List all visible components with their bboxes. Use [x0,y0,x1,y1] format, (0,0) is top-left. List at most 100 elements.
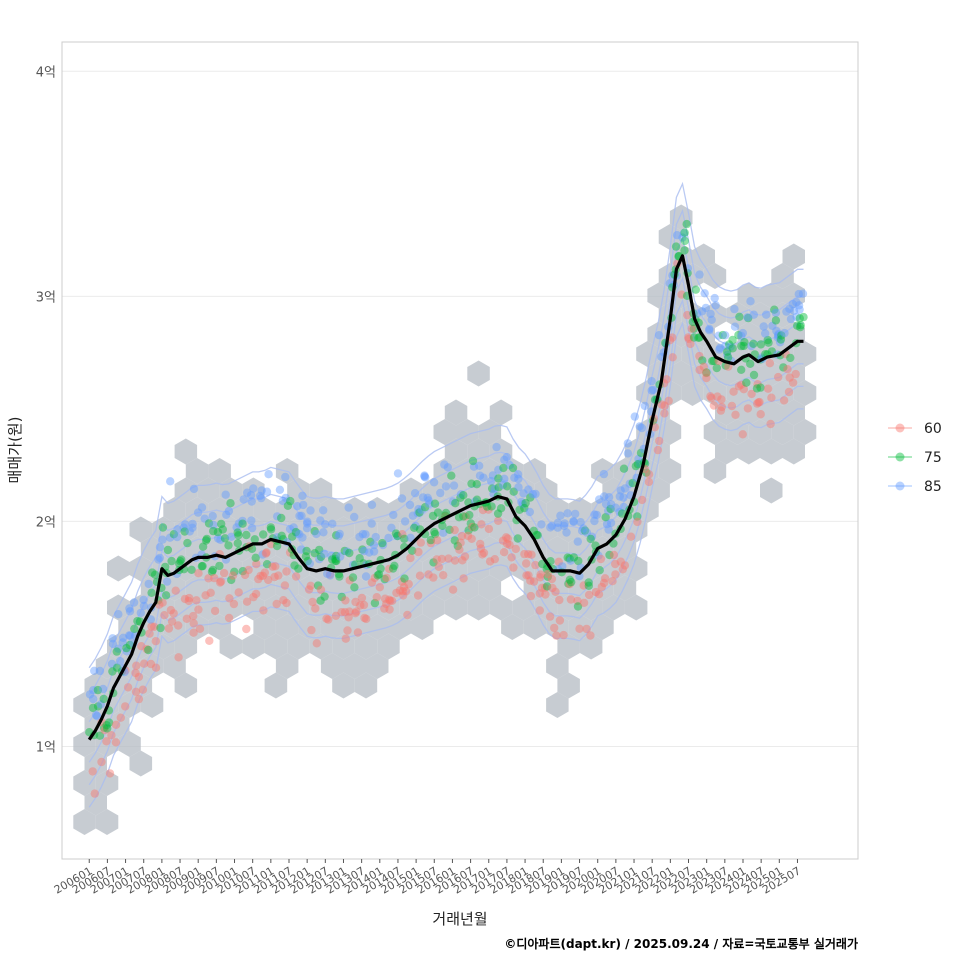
scatter-point [125,640,135,650]
scatter-point [619,464,629,473]
scatter-point [723,353,733,362]
hexbin-cell [782,399,805,426]
scatter-point [633,460,643,469]
scatter-point [131,668,140,678]
scatter-point [306,506,315,515]
scatter-point [147,622,156,631]
scatter-point [271,562,280,571]
scatter-point [528,490,538,499]
y-tick-label: 1억 [36,740,56,755]
scatter-point [628,478,637,488]
scatter-point [633,512,642,521]
scatter-point [582,528,592,537]
scatter-point [600,492,609,501]
scatter-point [723,347,732,356]
scatter-point [747,341,756,351]
scatter-point [492,442,501,452]
scatter-point [163,545,173,555]
scatter-point [426,535,435,545]
scatter-point [183,538,192,548]
scatter-point [488,471,498,480]
scatter-point [181,520,190,529]
scatter-point [459,512,468,521]
scatter-point [218,525,227,534]
scatter-point [373,571,382,580]
contour-line [88,276,804,763]
scatter-point [130,624,139,633]
scatter-point [239,495,248,504]
scatter-point [167,556,176,566]
scatter-point [536,573,545,582]
scatter-point [308,597,317,607]
scatter-point [320,592,329,601]
trend-line-layer [87,254,804,741]
scatter-point [352,607,361,616]
scatter-point [206,588,215,597]
hexbin-cell [219,516,243,543]
scatter-point [112,663,122,672]
scatter-point [605,550,614,560]
scatter-point [502,452,511,462]
scatter-point [307,625,316,635]
scatter-point [204,519,214,528]
scatter-point [197,562,206,571]
scatter-point [582,624,591,634]
scatter-point [756,410,765,419]
scatter-point [240,570,250,580]
hexbin-cell [197,516,220,543]
scatter-point [107,659,117,669]
scatter-point [302,546,311,556]
scatter-point [546,523,555,532]
scatter-point [553,523,562,532]
scatter-point [616,557,625,566]
scatter-point [702,368,711,377]
scatter-point [321,520,330,529]
hexbin-cell [591,497,614,523]
scatter-point [341,634,350,643]
scatter-point [682,219,691,229]
scatter-point [595,495,604,504]
scatter-point [522,571,531,580]
scatter-point [173,532,182,542]
scatter-point [749,339,758,348]
scatter-point [285,524,295,534]
scatter-point [417,505,426,514]
scatter-point [283,501,293,510]
scatter-point [575,624,584,633]
scatter-point [695,270,704,279]
scatter-point [125,607,135,616]
scatter-point [156,623,165,633]
scatter-point [262,548,271,557]
scatter-point [342,547,352,556]
hexbin-cell [118,731,141,757]
scatter-point [408,546,417,555]
hexbin-cell [568,536,592,562]
scatter-point [468,456,478,466]
scatter-point [423,493,432,502]
legend: 60 75 85 [888,421,942,495]
scatter-point [479,548,489,558]
scatter-point [529,577,539,586]
scatter-point [133,616,142,626]
legend-key-point [895,452,905,462]
scatter-point [233,539,242,548]
scatter-point [165,533,175,542]
scatter-point [319,528,328,537]
hexbin-cell [624,555,648,582]
scatter-point [327,551,336,560]
scatter-point [513,534,522,543]
scatter-point [522,559,531,568]
scatter-point [767,393,776,402]
scatter-point [507,553,516,562]
scatter-point [694,333,703,342]
scatter-point [161,591,171,600]
scatter-point [275,485,285,494]
scatter-point [125,631,134,640]
scatter-point [773,333,782,342]
scatter-point [789,306,799,315]
hexbin-cell [332,516,355,543]
scatter-point [604,506,613,516]
scatter-point [392,588,401,598]
scatter-point [794,289,803,299]
scatter-point [226,499,235,508]
